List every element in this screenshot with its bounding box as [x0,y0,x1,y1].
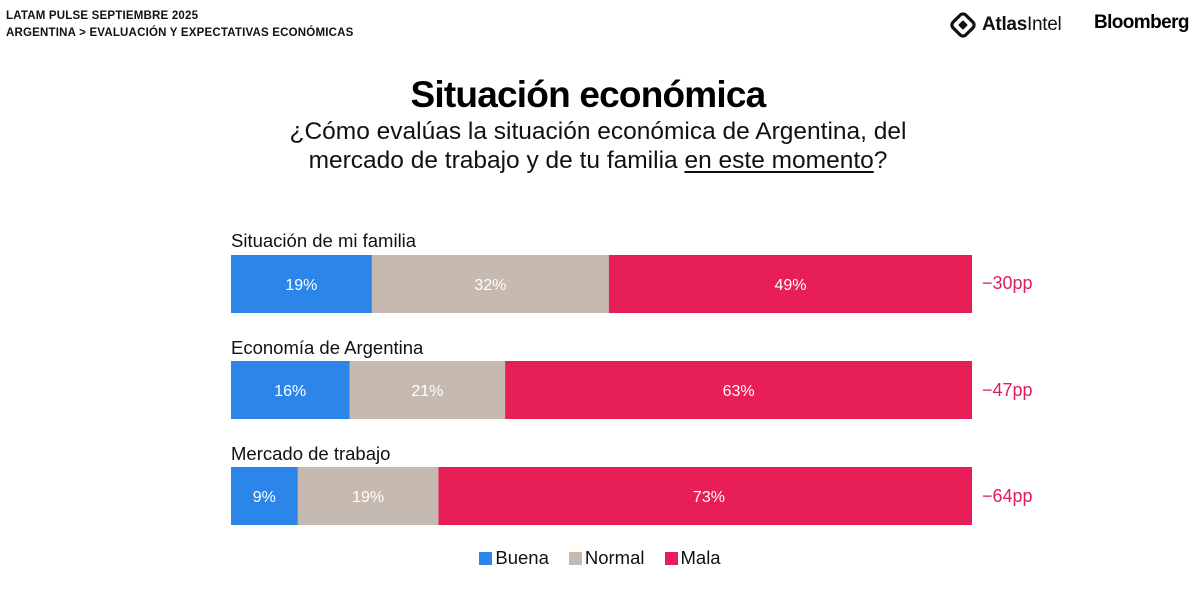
data-label-trabajo-normal: 19% [352,489,384,506]
subtitle-line-2: mercado de trabajo y de tu familia [308,147,685,174]
subtitle-underlined: en este momento [684,147,874,174]
legend-item-buena: Buena [479,547,549,569]
data-label-argentina-normal: 21% [411,383,443,400]
subtitle-end: ? [873,147,888,174]
legend-label-mala: Mala [680,547,721,568]
legend-item-mala: Mala [664,547,721,569]
atlasintel-diamond-icon [950,12,976,38]
bar-segment-familia-mala [608,255,972,313]
bar-segment-trabajo-mala [438,467,972,525]
bar-segment-familia-normal [371,255,610,313]
net-label-trabajo: −64pp [982,486,1033,506]
net-label-argentina: −47pp [982,380,1033,400]
bar-segment-familia-buena [231,255,373,313]
bar-segment-argentina-buena [231,361,351,419]
legend-label-normal: Normal [584,547,645,568]
category-label-trabajo: Mercado de trabajo [231,443,391,464]
chart-subtitle: ¿Cómo evalúas la situación económica de … [0,117,1196,175]
bar-segment-argentina-normal [349,361,506,419]
legend-label-buena: Buena [495,547,549,568]
data-label-argentina-mala: 63% [723,383,755,400]
bar-trabajo: 9% 19% 73% [231,467,972,525]
data-label-familia-buena: 19% [285,277,317,294]
category-label-familia: Situación de mi familia [231,230,417,251]
atlasintel-logo-prefix: Atlas [982,14,1027,35]
data-label-familia-mala: 49% [774,277,806,294]
bar-segment-trabajo-buena [231,467,299,525]
report-series-label: LATAM PULSE SEPTIEMBRE 2025 [6,10,199,22]
subtitle-line-1: ¿Cómo evalúas la situación económica de … [289,118,907,145]
bar-argentina: 16% 21% 63% [231,361,972,419]
legend-swatch-buena [479,551,493,565]
legend: Buena Normal Mala [0,547,1200,569]
chart-title: Situación económica [410,74,767,115]
legend-swatch-mala [664,551,678,565]
category-label-argentina: Economía de Argentina [231,337,424,358]
data-label-argentina-buena: 16% [274,383,306,400]
bloomberg-logo: Bloomberg [1094,12,1189,33]
bar-familia: 19% 32% 49% [231,255,972,313]
bar-segment-trabajo-normal [297,467,439,525]
bar-segment-argentina-mala [505,361,972,419]
data-label-trabajo-mala: 73% [693,489,725,506]
data-label-familia-normal: 32% [474,277,506,294]
data-label-trabajo-buena: 9% [253,489,276,506]
atlasintel-logo-suffix: Intel [1026,14,1062,35]
net-label-familia: −30pp [982,273,1033,293]
legend-swatch-normal [568,551,582,565]
legend-item-normal: Normal [568,547,645,569]
atlasintel-logo: AtlasIntel [950,11,1062,39]
breadcrumb: ARGENTINA > EVALUACIÓN Y EXPECTATIVAS EC… [6,27,354,39]
